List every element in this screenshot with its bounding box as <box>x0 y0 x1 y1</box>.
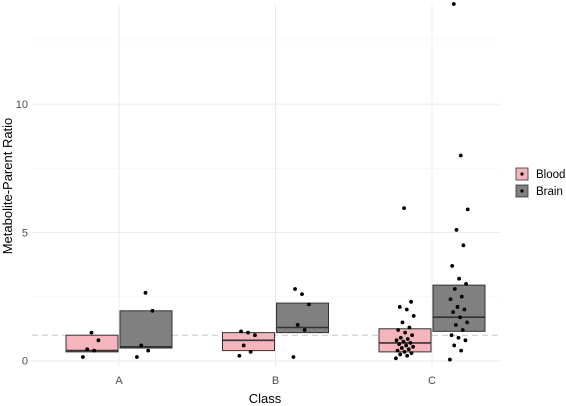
box-brain-A <box>119 310 173 349</box>
tick-layer: 0 5 10 A B C <box>16 99 436 387</box>
legend-label-brain: Brain <box>536 186 563 198</box>
data-point <box>449 333 454 338</box>
y-tick-label: 0 <box>22 356 28 368</box>
data-point <box>150 308 155 313</box>
data-point <box>396 328 401 332</box>
data-point <box>463 338 468 343</box>
data-point <box>410 333 414 338</box>
data-point <box>404 343 409 348</box>
y-tick-label: 5 <box>22 227 28 239</box>
data-point <box>397 305 402 309</box>
grid-layer <box>32 4 500 366</box>
x-tick-label: C <box>428 375 436 387</box>
data-point <box>406 347 411 352</box>
data-point <box>300 292 304 297</box>
data-point <box>409 299 413 304</box>
data-point <box>241 343 246 348</box>
data-point <box>135 355 139 359</box>
x-tick-label: A <box>115 375 123 387</box>
data-point <box>451 2 456 6</box>
box-blood-A <box>65 334 119 353</box>
y-axis-title: Metabolite-Parent Ratio <box>0 118 15 255</box>
data-point <box>404 307 409 312</box>
data-point <box>455 305 460 309</box>
data-point <box>398 352 403 357</box>
data-point <box>453 323 458 327</box>
data-point <box>295 323 300 327</box>
data-point <box>96 338 101 343</box>
legend-dot <box>520 189 524 193</box>
data-point <box>143 290 148 295</box>
data-point <box>454 228 459 232</box>
box-layer <box>65 284 486 353</box>
data-point <box>405 353 410 358</box>
data-point <box>411 344 415 349</box>
box-blood-B <box>222 332 275 352</box>
data-point <box>451 310 456 314</box>
data-point <box>459 294 464 299</box>
point-layer <box>81 2 470 362</box>
data-point <box>456 335 461 340</box>
data-point <box>401 339 406 344</box>
data-point <box>399 346 404 350</box>
data-point <box>450 263 455 268</box>
data-point <box>253 333 257 338</box>
data-point <box>452 343 457 348</box>
data-point <box>407 325 412 330</box>
data-point <box>461 243 466 248</box>
data-point <box>398 335 403 340</box>
data-point <box>237 353 242 358</box>
data-point <box>81 355 85 359</box>
data-point <box>402 206 407 211</box>
y-tick-label: 10 <box>16 99 28 111</box>
data-point <box>409 351 414 356</box>
data-point <box>394 338 399 343</box>
data-point <box>397 342 402 347</box>
data-point <box>293 287 297 291</box>
data-point <box>402 349 407 354</box>
data-point <box>246 330 250 335</box>
data-point <box>452 287 457 291</box>
data-point <box>458 153 463 158</box>
x-tick-label: B <box>272 375 279 387</box>
data-point <box>464 281 468 286</box>
data-point <box>408 340 413 345</box>
data-point <box>465 207 470 212</box>
box-brain-C <box>432 284 486 332</box>
data-point <box>458 315 463 320</box>
data-point <box>403 330 408 335</box>
legend: Blood Brain <box>515 167 565 198</box>
data-point <box>460 328 465 332</box>
data-point <box>448 357 452 362</box>
data-point <box>85 347 90 352</box>
data-point <box>448 297 453 302</box>
data-point <box>462 307 467 312</box>
legend-label-blood: Blood <box>536 169 565 181</box>
data-point <box>307 302 311 307</box>
x-axis-title: Class <box>249 391 282 406</box>
legend-dot <box>520 172 524 176</box>
data-point <box>394 356 398 361</box>
data-point <box>248 349 253 354</box>
data-point <box>146 348 151 353</box>
data-point <box>459 348 464 353</box>
data-point <box>405 337 410 341</box>
data-point <box>89 330 94 335</box>
data-point <box>302 328 307 332</box>
data-point <box>465 320 469 325</box>
data-point <box>139 343 144 348</box>
data-point <box>239 329 243 334</box>
data-point <box>291 355 296 359</box>
data-point <box>92 348 97 353</box>
data-point <box>457 276 462 281</box>
data-point <box>411 314 416 318</box>
data-point <box>400 320 405 325</box>
data-point <box>395 348 400 353</box>
